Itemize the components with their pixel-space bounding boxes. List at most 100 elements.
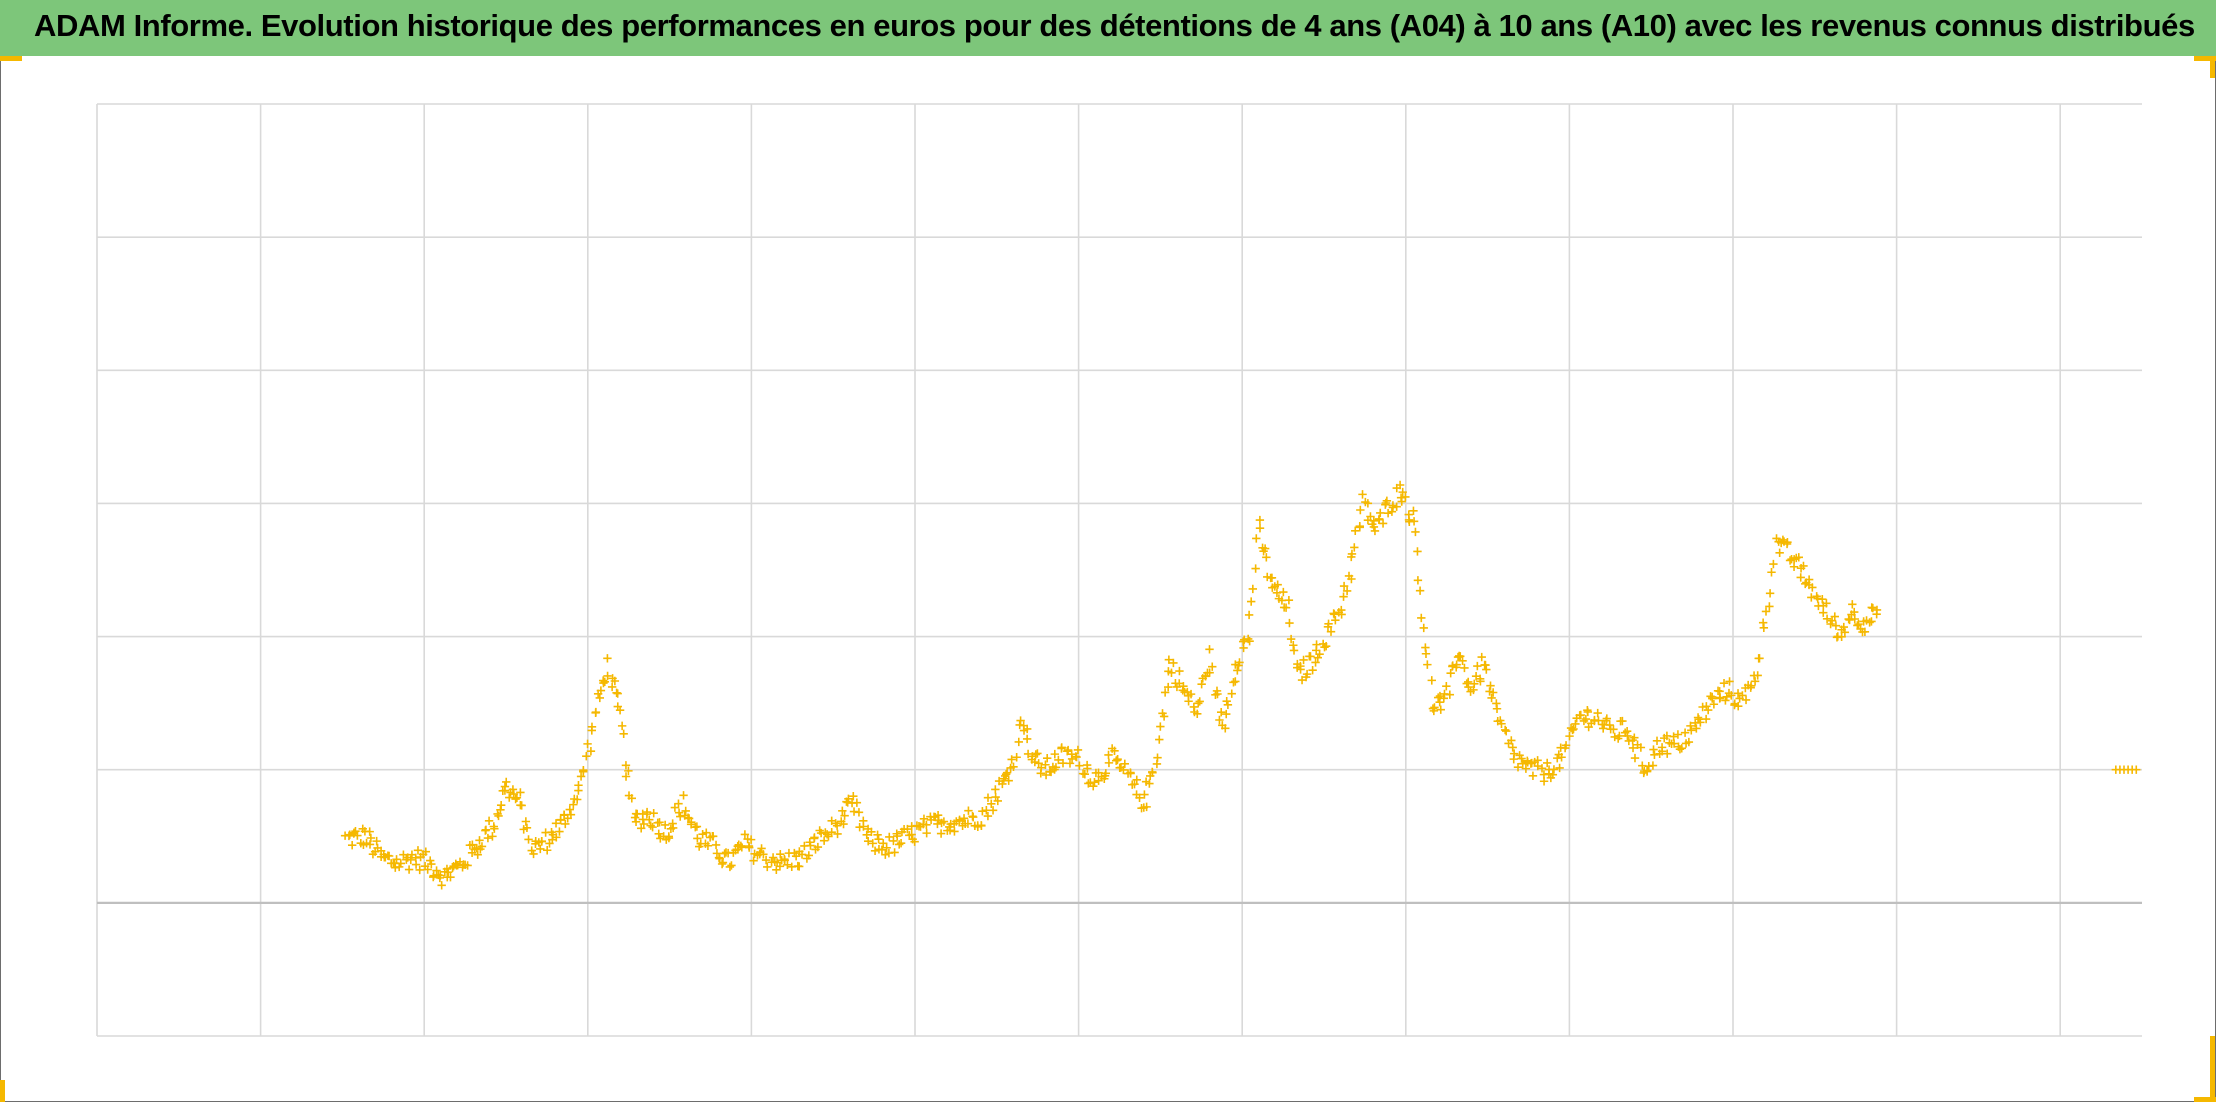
data-point: [1796, 573, 1805, 582]
data-point: [702, 828, 711, 837]
data-point: [1593, 708, 1602, 718]
data-point: [1719, 678, 1729, 688]
data-point: [1673, 730, 1683, 739]
data-point: [1807, 593, 1816, 602]
data-point: [1252, 534, 1261, 543]
data-point: [768, 853, 778, 862]
data-point: [1030, 757, 1040, 767]
data-point: [1509, 749, 1519, 758]
data-point: [1794, 553, 1803, 562]
data-point: [889, 836, 898, 846]
data-point: [631, 817, 641, 827]
data-point: [1769, 559, 1778, 569]
data-point: [1233, 666, 1242, 675]
data-point: [572, 795, 582, 804]
chart-title: ADAM Informe. Evolution historique des p…: [34, 8, 2195, 43]
data-point: [1205, 668, 1214, 677]
data-point: [1868, 603, 1878, 613]
data-point: [1273, 580, 1282, 589]
data-point: [1513, 762, 1523, 772]
data-point: [1758, 618, 1768, 627]
data-point: [1376, 508, 1385, 518]
data-point: [1382, 496, 1392, 506]
title-bar: ADAM Informe. Evolution historique des p…: [0, 0, 2216, 56]
data-point: [1072, 752, 1081, 762]
data-point: [1602, 714, 1612, 723]
data-point: [852, 798, 862, 807]
data-point: [1330, 610, 1339, 619]
corner-mark-top-left-h: [0, 56, 22, 61]
data-point: [596, 686, 606, 695]
data-point: [978, 806, 987, 816]
data-point: [1630, 733, 1639, 742]
data-point: [1555, 763, 1564, 773]
data-point: [1155, 735, 1164, 744]
data-point: [1140, 790, 1149, 799]
data-point: [627, 794, 636, 803]
data-point: [1837, 632, 1846, 642]
data-point: [2132, 765, 2141, 774]
data-point: [619, 729, 628, 738]
data-point: [1488, 688, 1498, 697]
data-point: [1193, 709, 1202, 719]
data-point: [1789, 562, 1799, 571]
data-point: [1031, 750, 1040, 759]
data-point: [1089, 781, 1098, 791]
data-point: [472, 843, 481, 853]
data-point: [968, 812, 978, 822]
data-point: [524, 835, 533, 844]
data-point: [1004, 776, 1013, 785]
data-point: [1819, 608, 1828, 617]
data-point: [423, 865, 432, 874]
data-point: [1113, 755, 1122, 765]
data-point: [1446, 669, 1455, 678]
data-point: [1549, 765, 1559, 774]
data-point: [776, 849, 785, 859]
data-point: [1753, 671, 1762, 680]
data-point: [893, 831, 902, 841]
data-point: [345, 830, 354, 839]
data-point: [1854, 619, 1863, 629]
data-point: [437, 881, 446, 890]
data-point: [1392, 502, 1401, 511]
data-point: [1132, 775, 1141, 784]
data-point: [1315, 649, 1324, 659]
data-point: [1179, 682, 1188, 691]
data-point: [649, 809, 658, 818]
data-point: [1194, 699, 1203, 708]
data-point: [1615, 731, 1624, 741]
data-point: [1482, 665, 1491, 674]
data-point: [712, 849, 722, 858]
data-point: [1398, 487, 1407, 497]
data-point: [827, 828, 836, 837]
data-point: [819, 836, 829, 845]
data-point: [681, 806, 690, 816]
data-point: [1649, 745, 1658, 754]
data-point: [862, 830, 871, 840]
data-point: [489, 822, 498, 831]
data-point: [655, 818, 664, 827]
data-point: [1395, 480, 1405, 490]
data-point: [1104, 750, 1113, 760]
data-point: [1684, 737, 1694, 747]
data-point: [959, 814, 969, 823]
data-point: [516, 788, 525, 797]
data-point: [365, 840, 375, 849]
data-point: [607, 682, 617, 692]
data-point: [344, 831, 354, 841]
data-point: [873, 830, 882, 839]
data-point: [1235, 658, 1244, 667]
data-point: [983, 793, 993, 802]
data-point: [1355, 521, 1364, 531]
data-point: [1308, 666, 1317, 675]
data-point: [1452, 660, 1461, 669]
data-point: [993, 796, 1002, 806]
data-point: [1565, 731, 1574, 741]
data-point: [890, 848, 899, 857]
data-point: [1782, 539, 1792, 549]
data-point: [583, 739, 592, 749]
data-point: [1321, 641, 1331, 651]
data-point: [1831, 621, 1841, 630]
data-point: [761, 855, 771, 865]
